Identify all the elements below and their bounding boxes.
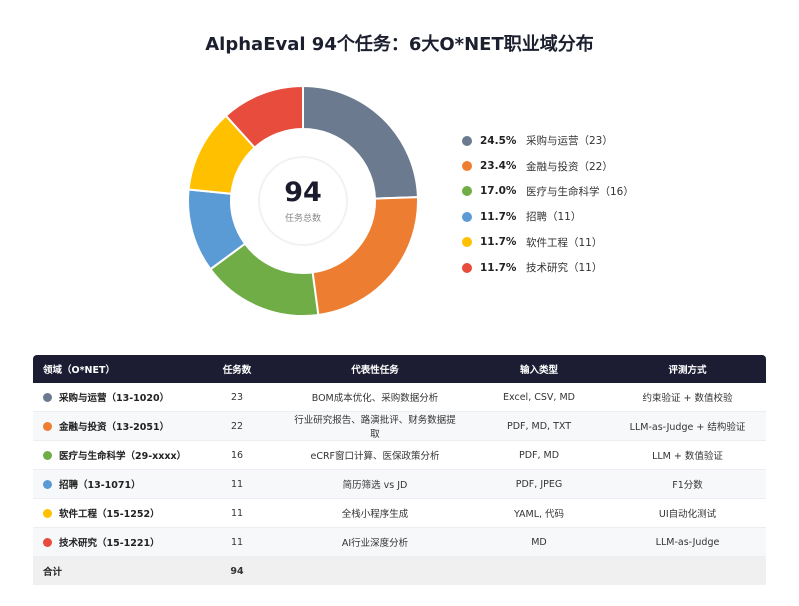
legend-label: 采购与运营（23） — [526, 135, 613, 148]
cell-eval: LLM-as-Judge + 结构验证 — [629, 422, 746, 433]
cell-tasks: AI行业深度分析 — [341, 538, 409, 549]
cell-eval: LLM-as-Judge — [655, 536, 720, 548]
total-label: 合计 — [43, 567, 63, 578]
legend-item: 11.7% 软件工程（11） — [462, 230, 634, 255]
cell-count: 11 — [230, 478, 244, 490]
header-domain: 领域（O*NET） — [43, 365, 115, 376]
legend-item: 17.0% 医疗与生命科学（16） — [462, 179, 634, 204]
donut-segment — [224, 84, 304, 150]
legend-label: 招聘（11） — [526, 211, 582, 224]
legend-pct: 11.7% — [480, 236, 517, 249]
cell-tasks: 简历筛选 vs JD — [342, 480, 408, 491]
cell-input: Excel, CSV, MD — [503, 391, 575, 403]
cell-domain: 金融与投资（13-2051） — [59, 422, 170, 433]
table-row: 软件工程（15-1252） 11 全栈小程序生成 YAML, 代码 UI自动化测… — [33, 499, 766, 528]
legend-dot-icon — [462, 161, 472, 172]
header-eval: 评测方式 — [668, 365, 707, 376]
center-label: 任务总数 — [284, 214, 321, 224]
cell-input: MD — [531, 536, 547, 548]
table-row: 金融与投资（13-2051） 22 行业研究报告、路演批评、财务数据提取 PDF… — [33, 412, 766, 441]
domain-dot-icon — [43, 537, 52, 547]
cell-tasks: eCRF窗口计算、医保政策分析 — [310, 451, 440, 462]
domain-dot-icon — [43, 508, 52, 518]
legend-item: 24.5% 采购与运营（23） — [462, 128, 634, 153]
donut-center: 94 任务总数 — [253, 151, 353, 251]
legend-pct: 11.7% — [480, 261, 517, 274]
donut-chart: 94 任务总数 — [187, 84, 419, 317]
cell-input: PDF, MD, TXT — [506, 420, 572, 432]
cell-eval: LLM + 数值验证 — [652, 451, 723, 462]
legend-item: 11.7% 技术研究（11） — [462, 255, 634, 280]
header-input: 输入类型 — [519, 365, 558, 376]
legend-pct: 11.7% — [480, 210, 517, 223]
cell-count: 16 — [230, 449, 244, 461]
legend-pct: 17.0% — [480, 185, 517, 198]
legend: 24.5% 采购与运营（23） 23.4% 金融与投资（22） 17.0% 医疗与生命… — [462, 128, 634, 280]
header-count: 任务数 — [222, 365, 252, 376]
cell-count: 11 — [230, 536, 244, 548]
cell-tasks: 全栈小程序生成 — [341, 509, 409, 520]
legend-dot-icon — [462, 186, 472, 197]
legend-pct: 24.5% — [480, 134, 517, 147]
cell-domain: 招聘（13-1071） — [59, 480, 141, 491]
table-row: 医疗与生命科学（29-xxxx） 16 eCRF窗口计算、医保政策分析 PDF,… — [33, 441, 766, 470]
donut-svg — [187, 84, 419, 317]
domain-dot-icon — [43, 421, 52, 431]
table-row: 招聘（13-1071） 11 简历筛选 vs JD PDF, JPEG F1分数 — [33, 470, 766, 499]
domain-table: 领域（O*NET） 任务数 代表性任务 输入类型 评测方式 采购与运营（13-1… — [33, 355, 766, 585]
table-total-row: 合计 94 — [33, 557, 766, 585]
cell-eval: UI自动化测试 — [658, 509, 717, 520]
domain-dot-icon — [43, 479, 52, 489]
domain-dot-icon — [43, 450, 52, 460]
legend-dot-icon — [462, 211, 472, 222]
legend-item: 11.7% 招聘（11） — [462, 204, 634, 229]
table-row: 采购与运营（13-1020） 23 BOM成本优化、采购数据分析 Excel, … — [33, 383, 766, 412]
legend-dot-icon — [462, 262, 472, 273]
legend-label: 医疗与生命科学（16） — [526, 185, 634, 198]
legend-pct: 23.4% — [480, 160, 517, 173]
table-row: 技术研究（15-1221） 11 AI行业深度分析 MD LLM-as-Judg… — [33, 528, 766, 557]
cell-tasks: 行业研究报告、路演批评、财务数据提取 — [294, 415, 456, 440]
legend-dot-icon — [462, 135, 472, 146]
cell-domain: 技术研究（15-1221） — [59, 538, 160, 549]
cell-tasks: BOM成本优化、采购数据分析 — [311, 393, 439, 404]
cell-domain: 软件工程（15-1252） — [59, 509, 160, 520]
cell-domain: 医疗与生命科学（29-xxxx） — [59, 451, 187, 462]
cell-input: YAML, 代码 — [513, 509, 565, 520]
table-header: 领域（O*NET） 任务数 代表性任务 输入类型 评测方式 — [33, 355, 766, 383]
total-count: 94 — [230, 565, 244, 577]
center-value: 94 — [284, 177, 322, 208]
cell-domain: 采购与运营（13-1020） — [59, 393, 170, 404]
legend-item: 23.4% 金融与投资（22） — [462, 153, 634, 178]
chart-title: AlphaEval 94个任务：6大O*NET职业域分布 — [205, 34, 594, 55]
header-tasks: 代表性任务 — [351, 365, 399, 376]
legend-dot-icon — [462, 237, 472, 248]
cell-count: 23 — [230, 391, 244, 403]
cell-eval: F1分数 — [672, 480, 703, 491]
legend-label: 软件工程（11） — [526, 236, 603, 249]
legend-label: 技术研究（11） — [526, 262, 603, 275]
cell-count: 11 — [230, 507, 244, 519]
cell-eval: 约束验证 + 数值校验 — [642, 393, 733, 404]
domain-dot-icon — [43, 392, 52, 402]
cell-count: 22 — [230, 420, 244, 432]
cell-input: PDF, JPEG — [515, 478, 563, 490]
legend-label: 金融与投资（22） — [526, 160, 613, 173]
cell-input: PDF, MD — [518, 449, 560, 461]
